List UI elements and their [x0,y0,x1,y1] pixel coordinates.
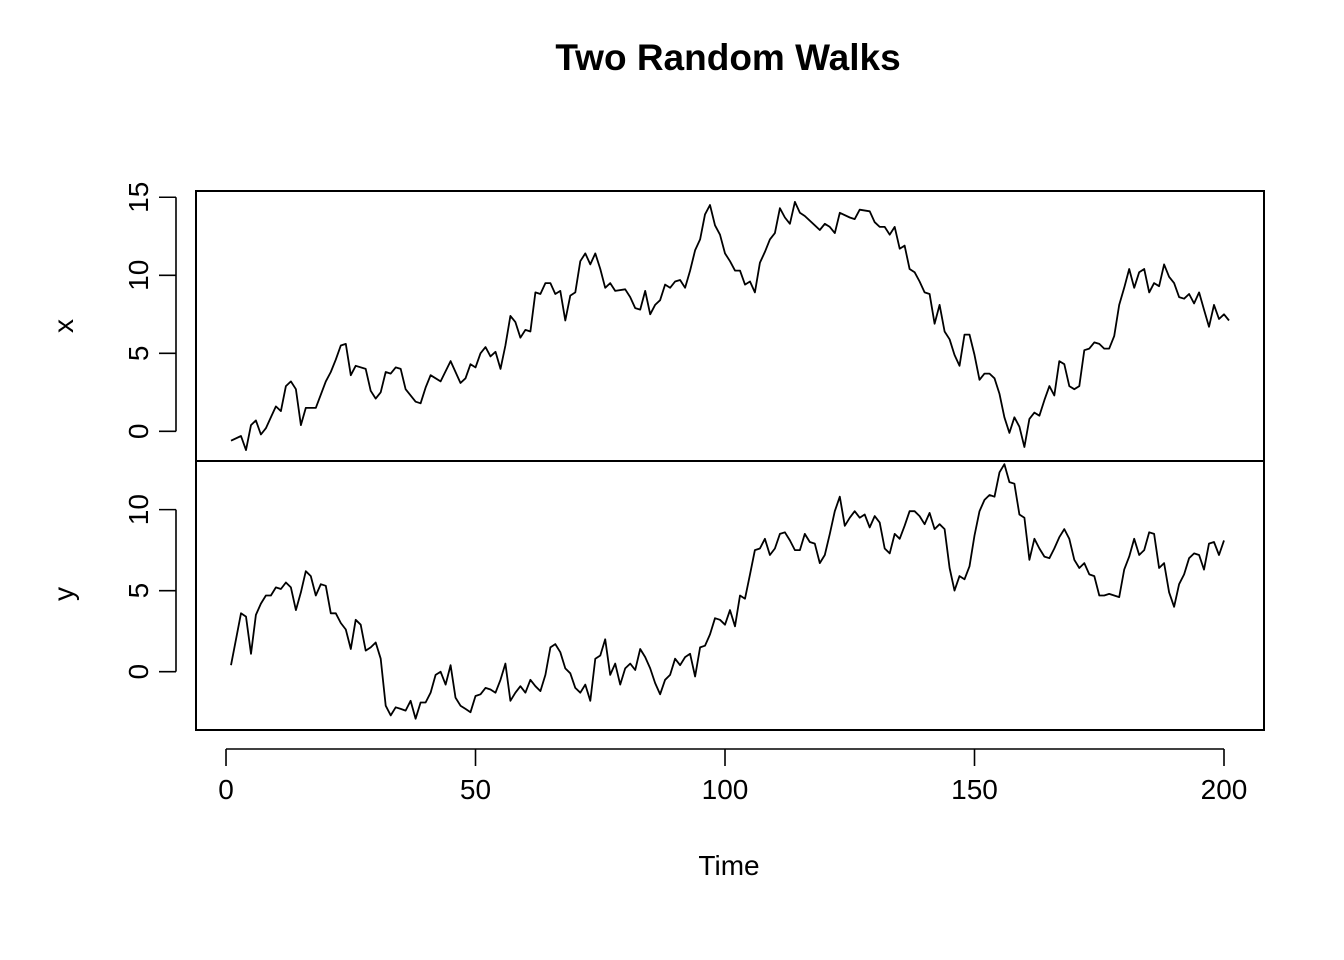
panel-y: 0 5 10 y [48,461,1264,730]
panel-y-y-tick-label: 5 [123,583,154,599]
x-axis: 0 50 100 150 200 Time [218,749,1247,881]
panel-x-y-tick-label: 15 [123,182,154,213]
x-axis-ticks: 0 50 100 150 200 [218,749,1247,805]
x-axis-label: Time [698,850,759,881]
x-tick-label: 50 [460,774,491,805]
x-tick-label: 100 [702,774,749,805]
panel-x: 0 5 10 15 x [48,182,1264,461]
panel-y-y-label: y [48,587,79,601]
panel-y-y-tick-label: 10 [123,494,154,525]
x-tick-label: 0 [218,774,234,805]
series-y-line [231,464,1224,719]
panel-x-y-ticks: 0 5 10 15 [123,182,176,439]
chart-title: Two Random Walks [555,37,900,78]
panel-x-y-tick-label: 5 [123,346,154,362]
x-tick-label: 200 [1201,774,1248,805]
panel-x-frame [196,191,1264,461]
panel-x-y-label: x [48,319,79,333]
series-x-line [231,202,1229,450]
panel-x-y-tick-label: 10 [123,260,154,291]
panel-y-y-ticks: 0 5 10 [123,494,176,679]
x-tick-label: 150 [951,774,998,805]
panel-x-y-tick-label: 0 [123,424,154,440]
panel-y-y-tick-label: 0 [123,664,154,680]
